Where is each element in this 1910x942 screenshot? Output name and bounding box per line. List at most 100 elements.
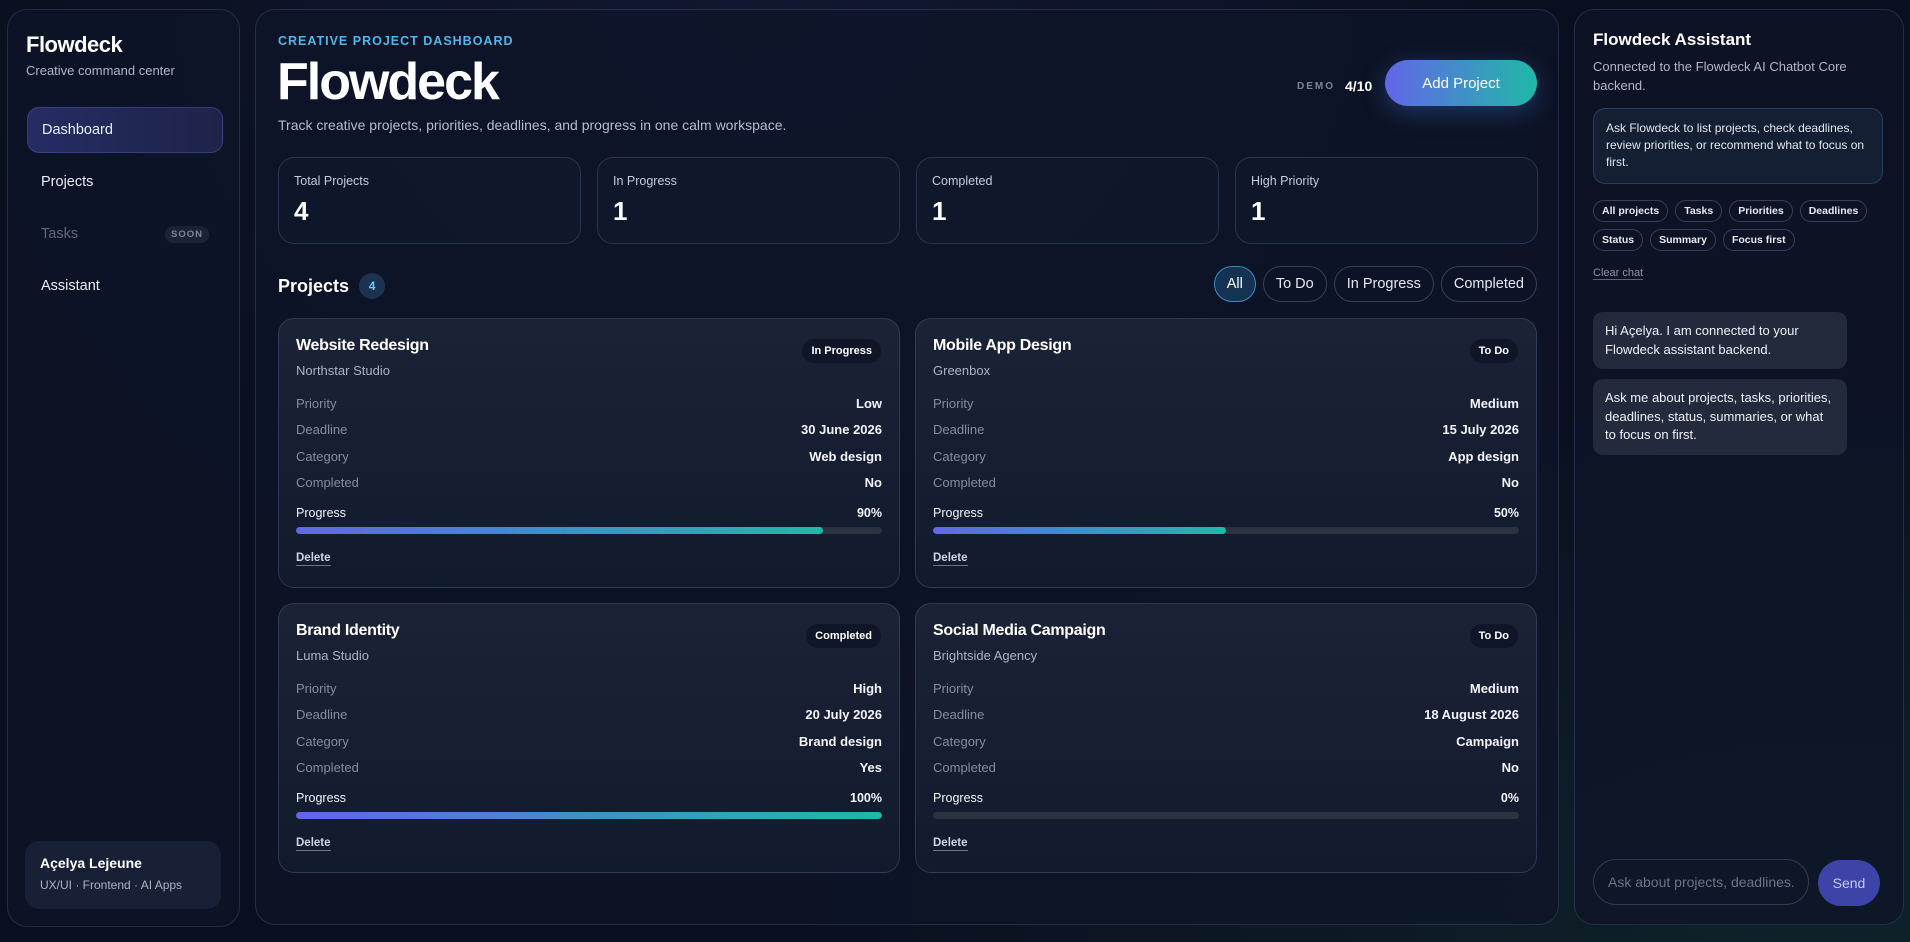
field-label: Priority (296, 395, 337, 411)
priority-row: Priority Medium (933, 675, 1519, 702)
projects-title: Projects (278, 275, 350, 296)
chip-all-projects[interactable]: All projects (1593, 200, 1669, 222)
delete-button[interactable]: Delete (296, 837, 331, 851)
category-row: Category App design (933, 443, 1519, 470)
field-label: Deadline (933, 422, 985, 438)
chip-tasks[interactable]: Tasks (1675, 200, 1723, 222)
main-panel: CREATIVE PROJECT DASHBOARD Flowdeck Trac… (255, 9, 1559, 925)
category-row: Category Campaign (933, 728, 1519, 755)
assistant-panel: Flowdeck Assistant Connected to the Flow… (1574, 9, 1904, 925)
project-client: Luma Studio (296, 648, 369, 663)
soon-badge: SOON (165, 226, 209, 243)
stat-value: 1 (613, 196, 628, 226)
deadline-row: Deadline 20 July 2026 (296, 702, 882, 729)
delete-button[interactable]: Delete (933, 837, 968, 851)
progress-bar (933, 527, 1519, 534)
field-label: Category (933, 448, 986, 464)
priority-value: Low (856, 395, 882, 411)
filter-to-do[interactable]: To Do (1262, 266, 1327, 302)
stat-label: Total Projects (294, 174, 370, 188)
filter-all[interactable]: All (1213, 266, 1256, 302)
brand-tagline: Creative command center (26, 63, 175, 78)
field-label: Deadline (933, 707, 985, 723)
sidebar-item-assistant[interactable]: Assistant (27, 263, 223, 309)
deadline-row: Deadline 18 August 2026 (933, 702, 1519, 729)
completed-row: Completed No (933, 470, 1519, 497)
sidebar-item-label: Dashboard (42, 122, 113, 138)
category-value: App design (1448, 448, 1519, 464)
progress-value: 50% (1493, 506, 1519, 520)
stat-label: High Priority (1251, 174, 1320, 188)
page-description: Track creative projects, priorities, dea… (278, 117, 787, 133)
field-label: Category (296, 448, 349, 464)
chip-focus-first[interactable]: Focus first (1722, 229, 1795, 251)
page-eyebrow: CREATIVE PROJECT DASHBOARD (278, 34, 514, 48)
assistant-hint: Ask Flowdeck to list projects, check dea… (1593, 108, 1883, 184)
projects-header: Projects 4 (278, 273, 386, 299)
filter-in-progress[interactable]: In Progress (1333, 266, 1434, 302)
chip-deadlines[interactable]: Deadlines (1799, 200, 1868, 222)
completed-value: No (1501, 760, 1519, 776)
send-button[interactable]: Send (1818, 860, 1880, 906)
project-client: Brightside Agency (933, 648, 1038, 663)
chip-status[interactable]: Status (1593, 229, 1644, 251)
chat-message: Ask me about projects, tasks, priorities… (1593, 379, 1847, 455)
field-label: Completed (933, 475, 996, 491)
stat-value: 1 (1251, 196, 1266, 226)
delete-button[interactable]: Delete (296, 552, 331, 566)
chip-summary[interactable]: Summary (1650, 229, 1716, 251)
chip-priorities[interactable]: Priorities (1729, 200, 1793, 222)
stat-value: 4 (294, 196, 309, 226)
sidebar-item-projects[interactable]: Projects (27, 159, 223, 205)
clear-chat-button[interactable]: Clear chat (1593, 267, 1644, 280)
stat-high-priority: High Priority 1 (1235, 157, 1538, 244)
sidebar-item-label: Assistant (41, 278, 100, 294)
project-cards: Website Redesign Northstar Studio In Pro… (278, 318, 1537, 873)
deadline-row: Deadline 30 June 2026 (296, 417, 882, 444)
completed-row: Completed Yes (296, 755, 882, 782)
field-label: Deadline (296, 707, 348, 723)
sidebar-item-label: Projects (41, 174, 94, 190)
sidebar-item-label: Tasks (41, 226, 79, 242)
projects-count-badge: 4 (359, 273, 386, 299)
project-name: Social Media Campaign (933, 622, 1106, 639)
deadline-value: 30 June 2026 (801, 422, 882, 438)
category-value: Web design (809, 448, 882, 464)
category-row: Category Web design (296, 443, 882, 470)
sidebar-item-dashboard[interactable]: Dashboard (27, 107, 223, 153)
project-client: Northstar Studio (296, 363, 390, 378)
sidebar-item-tasks: Tasks SOON (27, 211, 223, 257)
user-card[interactable]: Açelya Lejeune UX/UI · Frontend · AI App… (25, 841, 221, 909)
status-badge: To Do (1469, 339, 1518, 363)
field-label: Completed (296, 760, 359, 776)
progress-bar-fill (933, 527, 1226, 534)
chat-input[interactable] (1593, 859, 1809, 905)
progress-bar-fill (296, 527, 824, 534)
assistant-subtitle: Connected to the Flowdeck AI Chatbot Cor… (1593, 59, 1847, 93)
project-name: Mobile App Design (933, 337, 1072, 354)
priority-value: Medium (1469, 395, 1519, 411)
priority-row: Priority Medium (933, 390, 1519, 417)
deadline-value: 15 July 2026 (1442, 422, 1519, 438)
demo-label: DEMO (1297, 80, 1335, 92)
stats-row: Total Projects 4 In Progress 1 Completed… (278, 157, 1538, 244)
delete-button[interactable]: Delete (933, 552, 968, 566)
field-label: Priority (296, 680, 337, 696)
filter-completed[interactable]: Completed (1440, 266, 1537, 302)
progress-bar (296, 527, 882, 534)
progress-value: 90% (856, 506, 882, 520)
stat-value: 1 (932, 196, 947, 226)
project-client: Greenbox (933, 363, 991, 378)
deadline-value: 18 August 2026 (1424, 707, 1519, 723)
completed-row: Completed No (933, 755, 1519, 782)
progress-label: Progress (296, 506, 347, 520)
priority-row: Priority High (296, 675, 882, 702)
chat-messages: Hi Açelya. I am connected to your Flowde… (1593, 312, 1847, 465)
progress-value: 100% (850, 791, 882, 805)
priority-row: Priority Low (296, 390, 882, 417)
stat-total-projects: Total Projects 4 (278, 157, 581, 244)
sidebar: Flowdeck Creative command center Dashboa… (7, 9, 240, 927)
add-project-button[interactable]: Add Project (1385, 60, 1537, 106)
category-value: Brand design (798, 733, 882, 749)
progress-bar (296, 812, 882, 819)
